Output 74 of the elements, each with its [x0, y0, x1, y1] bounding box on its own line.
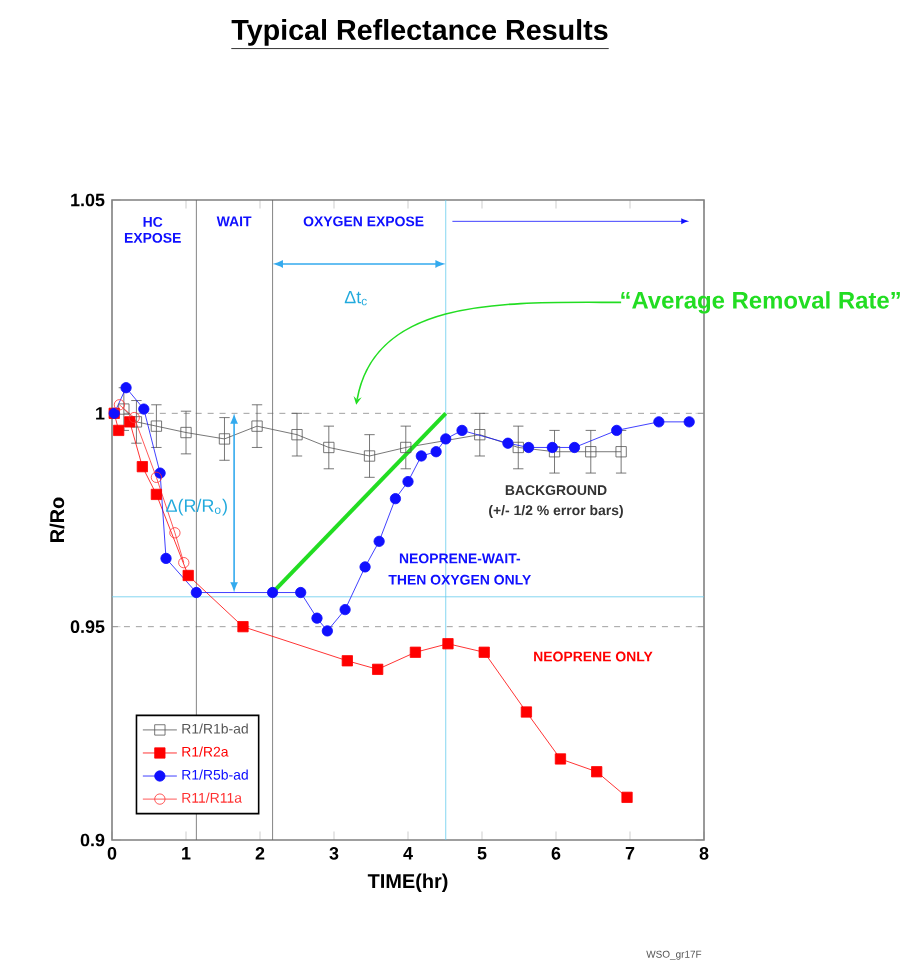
annotation: Δ(R/R$_{o}$) — [166, 498, 227, 516]
point — [430, 446, 442, 458]
point — [237, 621, 249, 633]
point — [182, 569, 194, 582]
x-tick-label: 2 — [255, 847, 265, 860]
point — [341, 655, 353, 667]
point — [389, 493, 401, 505]
point — [615, 446, 627, 458]
point — [218, 433, 231, 445]
x-tick-label: 1 — [182, 847, 191, 860]
point — [591, 766, 603, 778]
point — [520, 706, 532, 718]
point — [512, 441, 524, 454]
point — [120, 382, 132, 394]
point — [611, 424, 623, 436]
chart-title: Typical Reflectance Results — [231, 19, 608, 46]
point — [478, 646, 490, 658]
point — [372, 663, 384, 675]
point — [373, 535, 385, 547]
point — [113, 424, 125, 436]
point — [136, 461, 148, 473]
point — [138, 403, 150, 415]
point — [113, 399, 125, 411]
x-tick-label: 3 — [329, 847, 339, 860]
point — [683, 416, 695, 428]
annotation: “Average Removal Rate” — [621, 291, 900, 314]
x-tick-label: 8 — [699, 847, 709, 860]
point — [291, 429, 303, 441]
point — [554, 753, 567, 765]
x-tick-label: 6 — [551, 847, 561, 860]
point — [456, 424, 468, 436]
point — [402, 476, 414, 488]
point — [363, 450, 376, 462]
point — [321, 625, 333, 637]
point — [442, 638, 454, 650]
point — [548, 446, 561, 458]
point — [150, 420, 162, 432]
point — [150, 488, 162, 500]
point — [621, 791, 633, 803]
point — [180, 426, 192, 439]
annotation: Δt$_{c}$ — [344, 290, 367, 306]
point — [400, 441, 412, 454]
point — [323, 441, 335, 454]
point — [474, 429, 486, 441]
point — [178, 557, 190, 569]
point — [546, 441, 558, 454]
x-tick-label: 5 — [477, 847, 487, 860]
y-tick-label: 0.95 — [70, 620, 105, 634]
point — [359, 561, 371, 573]
point — [295, 586, 307, 599]
point — [523, 441, 535, 454]
point — [339, 604, 351, 616]
point — [653, 416, 665, 428]
point — [169, 527, 181, 539]
point — [502, 437, 514, 449]
x-axis-title: TIME(hr) — [367, 873, 448, 893]
point — [190, 586, 202, 599]
point — [251, 420, 263, 432]
point — [160, 552, 172, 564]
point — [415, 450, 427, 462]
x-tick-label: 4 — [403, 847, 413, 860]
point — [585, 446, 597, 458]
point — [440, 433, 452, 445]
point — [118, 403, 130, 415]
point — [568, 441, 581, 454]
y-tick-label: 0.9 — [80, 833, 105, 847]
y-tick-label: 1 — [96, 407, 105, 420]
point — [311, 612, 323, 624]
point — [409, 646, 421, 658]
x-tick-label: 7 — [625, 847, 635, 860]
point — [267, 586, 279, 599]
y-axis-title: R/Ro — [49, 497, 65, 542]
y-tick-label: 1.05 — [71, 193, 105, 207]
x-tick-label: 0 — [107, 847, 117, 860]
